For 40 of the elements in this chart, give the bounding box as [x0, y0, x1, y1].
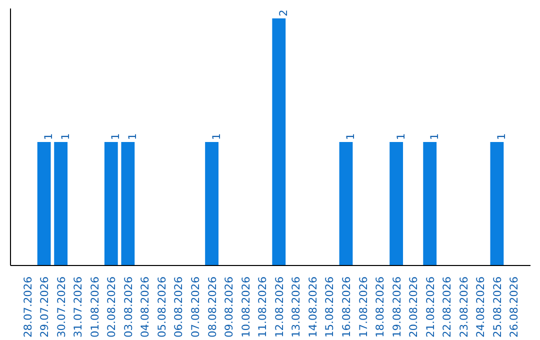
- x-tick-label: 26.08.2026: [508, 276, 521, 338]
- x-tick-label: 02.08.2026: [105, 276, 118, 338]
- x-tick-label: 06.08.2026: [172, 276, 186, 338]
- x-tick-label: 31.07.2026: [72, 276, 85, 338]
- x-tick-label: 18.08.2026: [374, 276, 387, 338]
- x-tick-label: 08.08.2026: [206, 276, 219, 338]
- x-tick-label: 15.08.2026: [323, 276, 336, 338]
- x-tick-label: 13.08.2026: [290, 276, 303, 338]
- x-tick-label: 17.08.2026: [356, 276, 370, 338]
- data-label: 1: [58, 133, 72, 140]
- data-label: 1: [210, 133, 223, 140]
- x-tick-label: 30.07.2026: [54, 276, 68, 338]
- x-tick-label: 07.08.2026: [189, 276, 202, 338]
- x-tick-label: 19.08.2026: [390, 276, 404, 338]
- data-label: 1: [494, 133, 508, 140]
- x-tick-label: 05.08.2026: [155, 276, 168, 338]
- x-tick-label: 22.08.2026: [440, 276, 454, 338]
- x-tick-label: 10.08.2026: [239, 276, 252, 338]
- x-tick-label: 25.08.2026: [490, 276, 504, 338]
- x-tick-label: 28.07.2026: [21, 276, 34, 338]
- data-label: 1: [109, 133, 122, 140]
- x-tick-label: 21.08.2026: [424, 276, 437, 338]
- x-tick-label: 01.08.2026: [88, 276, 102, 338]
- data-label: 1: [428, 133, 441, 140]
- x-tick-label: 16.08.2026: [340, 276, 353, 338]
- data-label: 1: [394, 133, 408, 140]
- x-tick-label: 12.08.2026: [272, 276, 286, 338]
- x-tick-label: 03.08.2026: [122, 276, 135, 338]
- data-label: 1: [344, 133, 357, 140]
- data-label: 1: [42, 133, 56, 140]
- x-tick-label: 29.07.2026: [38, 276, 52, 338]
- x-tick-label: 24.08.2026: [474, 276, 488, 338]
- x-tick-label: 20.08.2026: [407, 276, 420, 338]
- x-tick-label: 23.08.2026: [457, 276, 470, 338]
- data-label: 2: [276, 10, 290, 16]
- data-label: 1: [126, 133, 139, 140]
- x-tick-label: 04.08.2026: [138, 276, 152, 338]
- x-tick-label: 09.08.2026: [222, 276, 236, 338]
- x-tick-label: 11.08.2026: [256, 276, 270, 338]
- x-tick-label: 14.08.2026: [306, 276, 320, 338]
